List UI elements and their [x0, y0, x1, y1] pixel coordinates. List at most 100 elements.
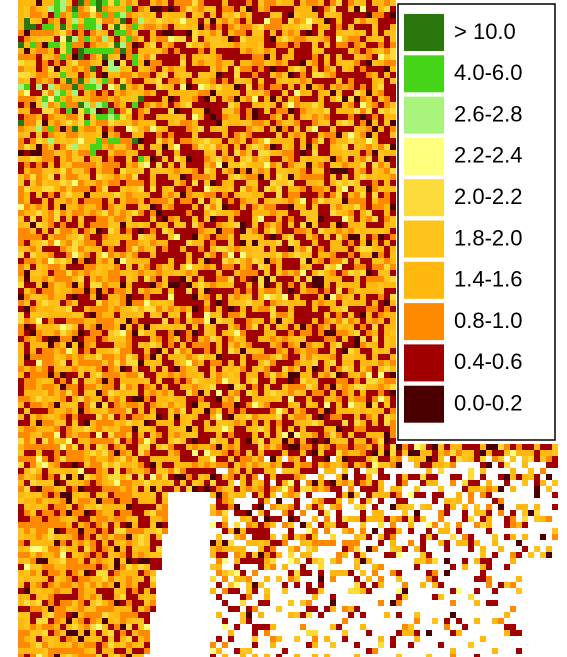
raster-cell — [378, 360, 384, 366]
raster-cell — [114, 54, 120, 60]
raster-cell — [252, 360, 258, 366]
raster-cell — [348, 438, 354, 444]
raster-cell — [180, 384, 186, 390]
raster-cell — [348, 330, 354, 336]
raster-cell — [156, 48, 162, 54]
raster-cell — [348, 192, 354, 198]
raster-cell — [72, 432, 78, 438]
raster-cell — [144, 228, 150, 234]
raster-cell — [318, 420, 324, 426]
raster-cell — [102, 174, 108, 180]
raster-cell — [168, 414, 174, 420]
raster-cell — [78, 342, 84, 348]
raster-cell — [252, 456, 258, 462]
raster-cell — [42, 168, 48, 174]
raster-cell — [312, 252, 318, 258]
raster-cell — [48, 222, 54, 228]
raster-cell — [156, 234, 162, 240]
raster-cell — [390, 462, 396, 468]
raster-cell — [330, 288, 336, 294]
raster-cell — [228, 342, 234, 348]
raster-cell — [240, 312, 246, 318]
raster-cell — [24, 54, 30, 60]
raster-cell — [192, 348, 198, 354]
raster-cell — [306, 294, 312, 300]
raster-cell — [366, 126, 372, 132]
raster-cell — [18, 420, 24, 426]
raster-cell — [528, 456, 534, 462]
raster-cell — [282, 348, 288, 354]
raster-cell — [72, 90, 78, 96]
raster-cell — [348, 258, 354, 264]
raster-cell — [288, 36, 294, 42]
raster-cell — [312, 384, 318, 390]
raster-cell — [546, 444, 552, 450]
raster-cell — [366, 396, 372, 402]
raster-cell — [378, 192, 384, 198]
raster-cell — [78, 36, 84, 42]
raster-cell — [240, 60, 246, 66]
raster-cell — [120, 408, 126, 414]
raster-cell — [234, 0, 240, 6]
raster-cell — [426, 444, 432, 450]
raster-cell — [228, 312, 234, 318]
raster-cell — [342, 240, 348, 246]
raster-cell — [36, 84, 42, 90]
raster-cell — [198, 330, 204, 336]
raster-cell — [294, 378, 300, 384]
raster-cell — [216, 456, 222, 462]
raster-cell — [90, 240, 96, 246]
raster-cell — [222, 102, 228, 108]
raster-cell — [324, 132, 330, 138]
raster-cell — [270, 168, 276, 174]
raster-cell — [324, 48, 330, 54]
raster-cell — [360, 426, 366, 432]
raster-cell — [36, 342, 42, 348]
raster-cell — [138, 372, 144, 378]
raster-cell — [156, 444, 162, 450]
raster-cell — [306, 426, 312, 432]
raster-cell — [390, 246, 396, 252]
raster-cell — [24, 126, 30, 132]
raster-cell — [102, 396, 108, 402]
raster-cell — [288, 138, 294, 144]
raster-cell — [300, 450, 306, 456]
raster-cell — [546, 450, 552, 456]
raster-cell — [258, 456, 264, 462]
raster-cell — [18, 264, 24, 270]
raster-cell — [462, 456, 468, 462]
raster-cell — [348, 144, 354, 150]
raster-cell — [24, 102, 30, 108]
raster-cell — [72, 246, 78, 252]
raster-cell — [360, 30, 366, 36]
raster-cell — [120, 450, 126, 456]
raster-cell — [150, 312, 156, 318]
raster-cell — [114, 228, 120, 234]
raster-cell — [384, 30, 390, 36]
raster-cell — [186, 414, 192, 420]
raster-cell — [282, 318, 288, 324]
raster-cell — [66, 318, 72, 324]
raster-cell — [138, 168, 144, 174]
raster-cell — [96, 60, 102, 66]
raster-cell — [102, 324, 108, 330]
raster-cell — [390, 306, 396, 312]
raster-cell — [156, 300, 162, 306]
raster-cell — [390, 408, 396, 414]
raster-cell — [330, 90, 336, 96]
raster-cell — [252, 192, 258, 198]
raster-cell — [126, 138, 132, 144]
raster-cell — [78, 96, 84, 102]
raster-cell — [348, 102, 354, 108]
raster-cell — [348, 462, 354, 468]
raster-cell — [78, 360, 84, 366]
raster-cell — [36, 414, 42, 420]
raster-cell — [342, 48, 348, 54]
raster-cell — [246, 144, 252, 150]
raster-cell — [180, 120, 186, 126]
raster-cell — [246, 48, 252, 54]
raster-cell — [126, 390, 132, 396]
raster-cell — [204, 234, 210, 240]
raster-cell — [330, 462, 336, 468]
raster-cell — [390, 288, 396, 294]
